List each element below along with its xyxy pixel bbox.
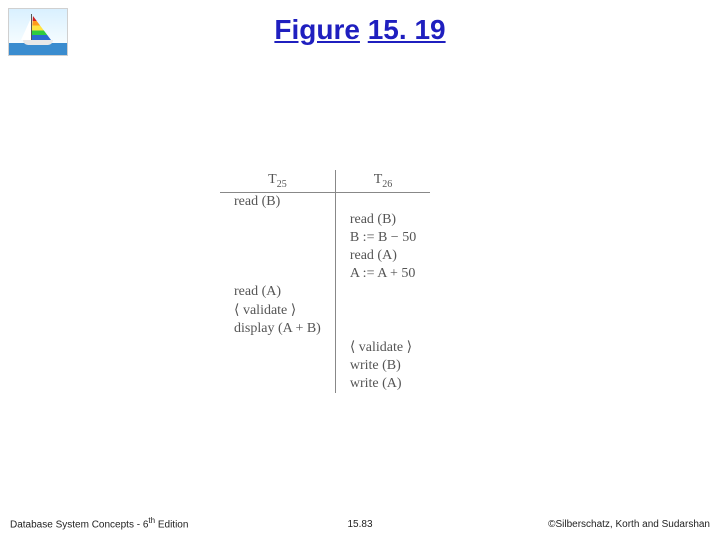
table-row: read (A) (220, 247, 430, 265)
cell-right: write (A) (335, 375, 430, 393)
title-word-2: 15. 19 (368, 14, 446, 45)
schedule-table: T25 T26 read (B) read (B) B := B − 50 re… (220, 170, 430, 393)
table-row: B := B − 50 (220, 229, 430, 247)
footer-right: ©Silberschatz, Korth and Sudarshan (548, 519, 710, 530)
cell-right: write (B) (335, 357, 430, 375)
cell-right: B := B − 50 (335, 229, 430, 247)
cell-left: read (B) (220, 192, 335, 211)
table-row: ⟨ validate ⟩ (220, 338, 430, 357)
col-header-t25: T25 (220, 170, 335, 192)
cell-right (335, 283, 430, 301)
cell-right (335, 301, 430, 320)
table-header-row: T25 T26 (220, 170, 430, 192)
table-row: read (B) (220, 192, 430, 211)
cell-left: ⟨ validate ⟩ (220, 301, 335, 320)
schedule-body: read (B) read (B) B := B − 50 read (A) A… (220, 192, 430, 393)
table-row: A := A + 50 (220, 265, 430, 283)
table-row: ⟨ validate ⟩ (220, 301, 430, 320)
cell-right (335, 192, 430, 211)
title-word-1: Figure (274, 14, 360, 45)
cell-left (220, 247, 335, 265)
col-header-t26: T26 (335, 170, 430, 192)
cell-left: display (A + B) (220, 320, 335, 338)
table-row: read (B) (220, 211, 430, 229)
cell-left (220, 357, 335, 375)
copyright-text: ©Silberschatz, Korth and Sudarshan (548, 519, 710, 530)
table-row: read (A) (220, 283, 430, 301)
cell-left (220, 375, 335, 393)
t25-sub: 25 (277, 179, 287, 190)
cell-left (220, 211, 335, 229)
slide-number: 15.83 (347, 519, 372, 530)
cell-right: A := A + 50 (335, 265, 430, 283)
cell-left (220, 338, 335, 357)
slide-title: Figure 15. 19 (0, 14, 720, 46)
t26-sub: 26 (382, 179, 392, 190)
cell-left (220, 265, 335, 283)
table-row: write (A) (220, 375, 430, 393)
table-row: display (A + B) (220, 320, 430, 338)
cell-right (335, 320, 430, 338)
slide: Figure 15. 19 T25 T26 read (B) read (B) … (0, 0, 720, 540)
cell-right: read (B) (335, 211, 430, 229)
cell-right: ⟨ validate ⟩ (335, 338, 430, 357)
t26-symbol: T (374, 172, 383, 187)
cell-left (220, 229, 335, 247)
schedule-figure: T25 T26 read (B) read (B) B := B − 50 re… (220, 170, 490, 393)
table-row: write (B) (220, 357, 430, 375)
cell-left: read (A) (220, 283, 335, 301)
cell-right: read (A) (335, 247, 430, 265)
t25-symbol: T (268, 172, 277, 187)
